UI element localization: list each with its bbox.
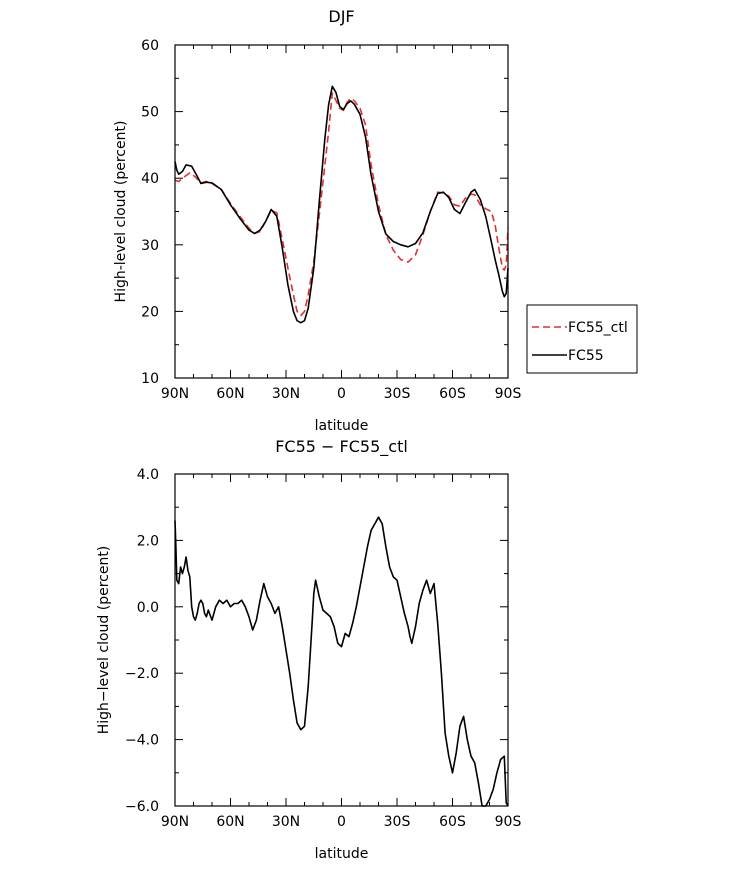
series-group <box>174 85 509 324</box>
x-tick-label: 0 <box>337 386 346 402</box>
x-tick-label: 30S <box>384 814 411 830</box>
x-tick-label: 60N <box>216 386 244 402</box>
y-axis-label: High-level cloud (percent) <box>113 121 129 303</box>
y-tick-label: 30 <box>141 238 159 254</box>
y-tick-label: −2.0 <box>125 666 159 682</box>
x-tick-label: 90N <box>161 386 189 402</box>
y-axis-label: High−level cloud (percent) <box>96 546 112 735</box>
plot-frame <box>174 44 509 379</box>
y-tick-label: 2.0 <box>137 533 159 549</box>
ticks-group: 90N 60N 30N 0 30S 60S 90S 4.0 2.0 0.0 −2.0 −4.0 −6.0 <box>125 467 521 830</box>
y-tick-label: 20 <box>141 304 159 320</box>
series-group <box>174 516 509 807</box>
chart-title: DJF <box>328 7 354 26</box>
legend-label-fc55-ctl: FC55_ctl <box>568 320 628 336</box>
x-tick-label: 30S <box>384 386 411 402</box>
legend: FC55_ctl FC55 <box>526 304 638 374</box>
x-tick-label: 30N <box>272 814 300 830</box>
x-axis-label: latitude <box>315 846 369 862</box>
y-tick-label: 50 <box>141 105 159 121</box>
x-tick-label: 90S <box>495 386 522 402</box>
ticks-group: 90N 60N 30N 0 30S 60S 90S 10 20 30 40 50 60 <box>141 38 521 402</box>
y-tick-label: 40 <box>141 171 159 187</box>
y-tick-label: 60 <box>141 38 159 54</box>
x-axis-label: latitude <box>315 418 369 434</box>
x-tick-label: 0 <box>337 814 346 830</box>
legend-label-fc55: FC55 <box>568 348 604 364</box>
series-line-fc55 <box>174 85 509 324</box>
x-tick-label: 60S <box>439 386 466 402</box>
series-line-diff <box>174 516 509 807</box>
panel-djf: DJF High-level cloud (percent) latitude … <box>113 7 521 434</box>
legend-box <box>526 304 638 374</box>
y-tick-label: −4.0 <box>125 733 159 749</box>
y-tick-label: 4.0 <box>137 467 159 483</box>
y-tick-label: −6.0 <box>125 799 159 815</box>
x-tick-label: 30N <box>272 386 300 402</box>
x-tick-label: 60S <box>439 814 466 830</box>
y-tick-label: 10 <box>141 371 159 387</box>
x-tick-label: 90N <box>161 814 189 830</box>
chart-title: FC55 − FC55_ctl <box>275 437 408 457</box>
y-tick-label: 0.0 <box>137 600 159 616</box>
x-tick-label: 60N <box>216 814 244 830</box>
series-line-fc55-ctl <box>174 92 509 317</box>
panel-difference: FC55 − FC55_ctl High−level cloud (percen… <box>96 437 521 862</box>
x-tick-label: 90S <box>495 814 522 830</box>
plot-frame <box>174 473 509 807</box>
